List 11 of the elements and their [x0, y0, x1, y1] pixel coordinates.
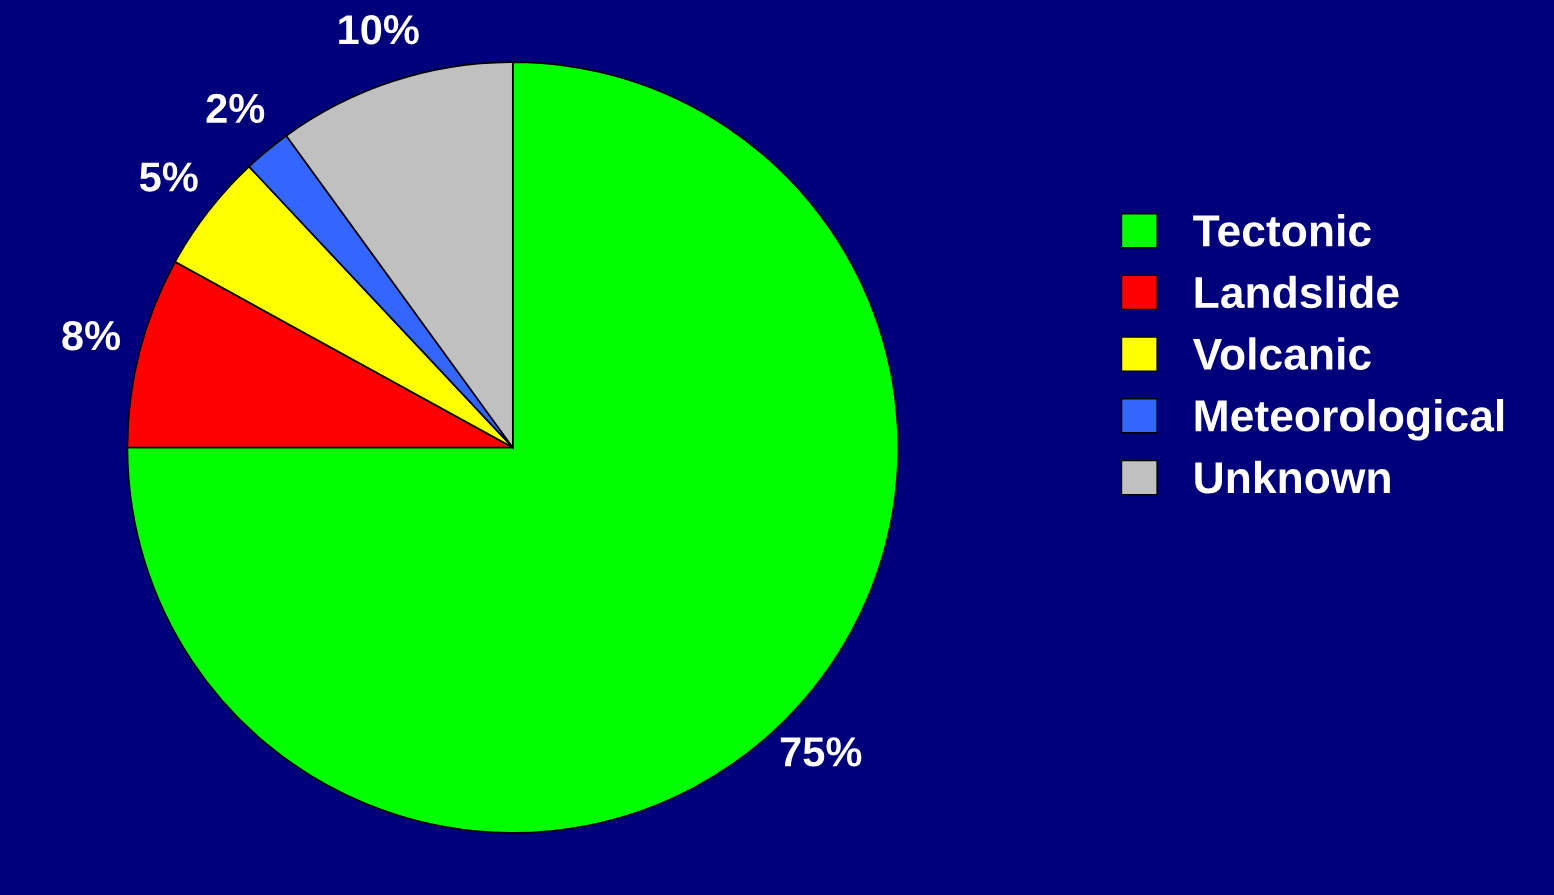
- data-label: 5%: [139, 162, 198, 192]
- legend-label: Unknown: [1195, 460, 1390, 494]
- pie-slice: [126, 61, 900, 834]
- legend-label: Meteorological: [1195, 398, 1504, 441]
- legend-label: Landslide: [1195, 275, 1399, 309]
- data-label: 8%: [62, 320, 121, 351]
- data-label: 10%: [339, 15, 419, 45]
- data-label: 75%: [780, 737, 862, 767]
- legend-label: Tectonic: [1193, 213, 1371, 247]
- data-label: 2%: [206, 93, 265, 124]
- legend-label: Volcanic: [1192, 337, 1371, 370]
